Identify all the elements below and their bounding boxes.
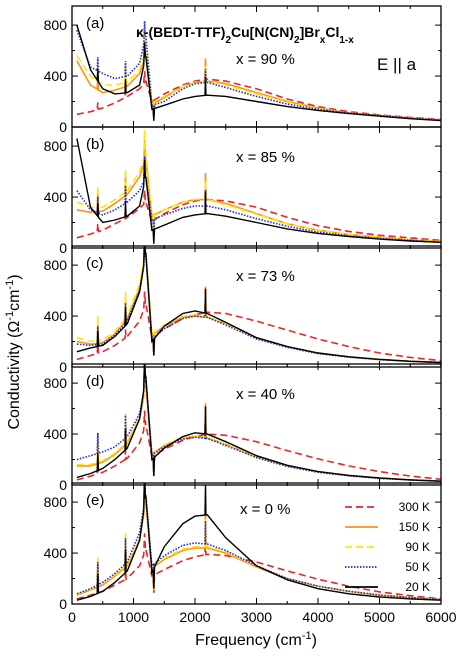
series-line-90k	[76, 129, 441, 243]
series-group	[76, 364, 441, 482]
legend-entry: 90 K	[345, 540, 430, 554]
series-line-50k	[76, 364, 441, 482]
y-axis-title: Conductivity (Ω-1cm-1)	[4, 274, 23, 429]
series-line-50k	[76, 156, 441, 244]
y-tick-label: 800	[44, 257, 68, 273]
series-line-20k	[76, 246, 441, 364]
series-line-300k	[76, 178, 441, 242]
series-line-300k	[76, 288, 441, 362]
panel-tag: (a)	[86, 15, 104, 32]
legend-label: 150 K	[399, 520, 430, 534]
y-tick-label: 800	[44, 494, 68, 510]
y-tick-label: 0	[59, 119, 67, 135]
panel-frame	[71, 363, 442, 486]
series-line-50k	[76, 20, 441, 121]
field-orientation-note: E || a	[377, 55, 417, 74]
series-line-150k	[76, 40, 441, 121]
panel-d: 0 400 800 (d) x = 40 %	[44, 363, 442, 493]
y-tick-label: 0	[59, 477, 67, 493]
series-line-90k	[76, 364, 441, 482]
panel-tag: (d)	[86, 373, 104, 390]
panel-c: 0 400 800 (c) x = 73 %	[44, 245, 442, 375]
series-line-150k	[76, 483, 441, 601]
panel-frame	[71, 245, 442, 368]
legend-label: 50 K	[405, 560, 430, 574]
x-tick-label: 2000	[179, 609, 210, 625]
series-line-50k	[76, 246, 441, 364]
legend-entry: 150 K	[345, 520, 430, 534]
series-line-50k	[76, 483, 441, 601]
series-line-20k	[76, 138, 441, 244]
y-tick-label: 400	[44, 189, 68, 205]
series-line-20k	[76, 483, 441, 601]
series-line-20k	[76, 24, 441, 122]
y-tick-label: 400	[44, 426, 68, 442]
y-tick-label: 0	[59, 240, 67, 256]
y-tick-label: 400	[44, 545, 68, 561]
series-line-90k	[76, 483, 441, 601]
legend-entry: 300 K	[345, 500, 430, 514]
x-axis-tick-labels: 0 1000 2000 3000 4000 5000 6000	[68, 609, 457, 625]
y-tick-label: 800	[44, 138, 68, 154]
legend-label: 300 K	[399, 500, 430, 514]
panel-tag: (e)	[86, 492, 104, 509]
series-line-20k	[76, 364, 441, 482]
y-tick-label: 400	[44, 308, 68, 324]
panel-composition-label: x = 90 %	[236, 51, 295, 68]
panel-tag: (c)	[86, 255, 104, 272]
legend-label: 90 K	[405, 540, 430, 554]
series-group	[76, 129, 441, 244]
y-tick-label: 0	[59, 596, 67, 612]
y-tick-label: 800	[44, 17, 68, 33]
legend: 300 K 150 K 90 K 50 K 20 K	[345, 500, 430, 594]
series-group	[76, 246, 441, 364]
series-group	[76, 20, 441, 122]
y-tick-label: 0	[59, 359, 67, 375]
y-tick-label: 800	[44, 375, 68, 391]
series-line-300k	[76, 406, 441, 481]
panel-e: 0 400 800 (e) x = 0 %	[44, 482, 442, 612]
panel-composition-label: x = 40 %	[236, 386, 295, 403]
series-line-150k	[76, 246, 441, 364]
y-tick-label: 400	[44, 68, 68, 84]
x-tick-label: 1000	[118, 609, 149, 625]
panel-b: 0 400 800 (b) x = 85 %	[44, 126, 442, 256]
chart-title: κ-(BEDT-TTF)2Cu[N(CN)2]BrxCl1-x	[136, 24, 354, 46]
panel-composition-label: x = 85 %	[236, 149, 295, 166]
panel-composition-label: x = 73 %	[236, 268, 295, 285]
x-tick-label: 6000	[425, 609, 456, 625]
series-group	[76, 483, 441, 601]
x-tick-label: 4000	[302, 609, 333, 625]
panels: 0 400 800 (a) x = 90 % 0 400 800 (b) x = 85 % 0 400…	[44, 5, 442, 612]
x-axis-title: Frequency (cm-1)	[195, 630, 317, 649]
panel-frame	[71, 126, 442, 249]
legend-entry: 20 K	[345, 580, 430, 594]
panel-composition-label: x = 0 %	[240, 501, 290, 518]
panel-tag: (b)	[86, 136, 104, 153]
x-tick-label: 3000	[241, 609, 272, 625]
legend-entry: 50 K	[345, 560, 430, 574]
series-line-300k	[76, 61, 441, 121]
x-tick-label: 5000	[364, 609, 395, 625]
x-tick-label: 0	[68, 609, 76, 625]
legend-label: 20 K	[405, 580, 430, 594]
series-line-90k	[76, 31, 441, 121]
series-line-90k	[76, 246, 441, 364]
series-line-150k	[76, 364, 441, 482]
